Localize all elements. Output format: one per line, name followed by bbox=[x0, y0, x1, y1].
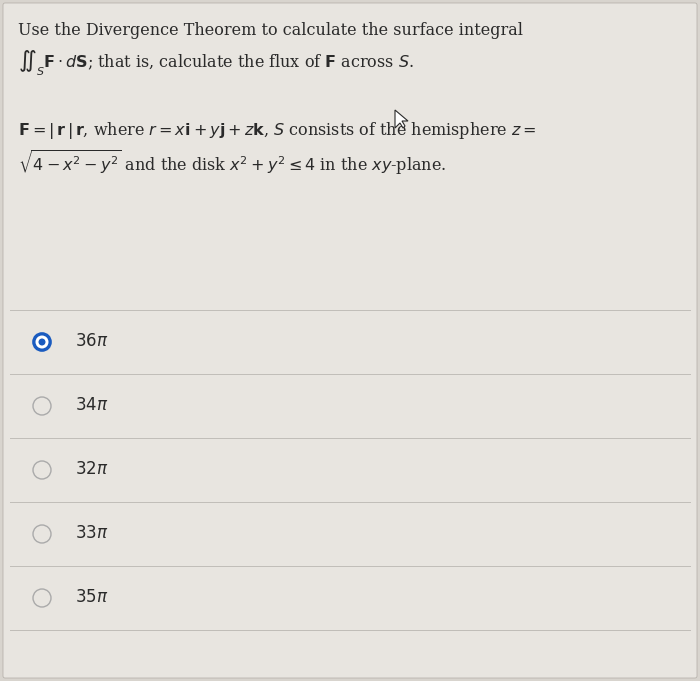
Circle shape bbox=[33, 461, 51, 479]
Text: $\sqrt{4 - x^2 - y^2}$ and the disk $x^2 + y^2 \leq 4$ in the $xy$-plane.: $\sqrt{4 - x^2 - y^2}$ and the disk $x^2… bbox=[18, 148, 447, 177]
Circle shape bbox=[36, 336, 48, 349]
Circle shape bbox=[33, 589, 51, 607]
Circle shape bbox=[33, 333, 51, 351]
Text: Use the Divergence Theorem to calculate the surface integral: Use the Divergence Theorem to calculate … bbox=[18, 22, 523, 39]
Text: $35\pi$: $35\pi$ bbox=[75, 590, 108, 607]
Text: $36\pi$: $36\pi$ bbox=[75, 334, 108, 351]
Text: $\mathbf{F} = |\,\mathbf{r}\,|\,\mathbf{r}$, where $r = x\mathbf{i} + y\mathbf{j: $\mathbf{F} = |\,\mathbf{r}\,|\,\mathbf{… bbox=[18, 120, 536, 141]
Text: $32\pi$: $32\pi$ bbox=[75, 462, 108, 479]
Circle shape bbox=[33, 397, 51, 415]
Text: $34\pi$: $34\pi$ bbox=[75, 398, 108, 415]
Polygon shape bbox=[395, 110, 408, 128]
Circle shape bbox=[33, 525, 51, 543]
Text: $33\pi$: $33\pi$ bbox=[75, 526, 108, 543]
Text: $\iint_S\mathbf{F}\cdot d\mathbf{S}$; that is, calculate the flux of $\mathbf{F}: $\iint_S\mathbf{F}\cdot d\mathbf{S}$; th… bbox=[18, 48, 414, 78]
FancyBboxPatch shape bbox=[3, 3, 697, 678]
Circle shape bbox=[38, 338, 46, 345]
